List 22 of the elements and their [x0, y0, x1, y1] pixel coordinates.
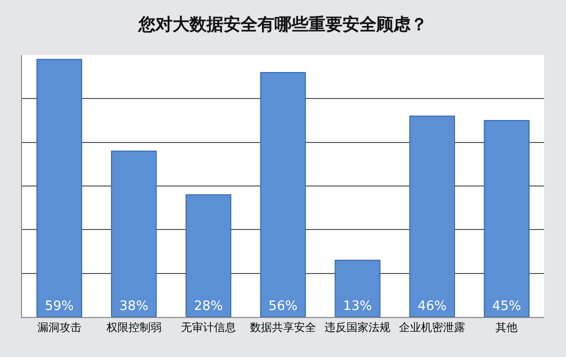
bar: [334, 260, 380, 317]
data-label: 13%: [343, 299, 372, 314]
x-tick-label: 漏洞攻击: [37, 320, 82, 336]
bar: [260, 72, 306, 317]
bar: [186, 194, 232, 317]
bar: [36, 58, 82, 317]
x-tick-label: 数据共享安全: [250, 320, 316, 336]
x-tick-label: 企业机密泄露: [399, 320, 466, 336]
chart-title: 您对大数据安全有哪些重要安全顾虑？: [138, 14, 428, 35]
data-label: 45%: [492, 299, 522, 314]
x-tick-label: 权限控制弱: [105, 320, 162, 336]
data-label: 56%: [268, 299, 298, 314]
data-label: 46%: [418, 299, 447, 314]
x-tick-label: 无审计信息: [180, 320, 236, 336]
x-tick-label: 其他: [496, 320, 518, 336]
bar: [484, 120, 530, 317]
data-label: 59%: [44, 299, 74, 314]
bar: [110, 150, 157, 317]
data-label: 28%: [194, 299, 223, 314]
x-tick-label: 违反国家法规: [324, 320, 391, 336]
data-label: 38%: [119, 299, 148, 314]
bar: [409, 116, 456, 317]
